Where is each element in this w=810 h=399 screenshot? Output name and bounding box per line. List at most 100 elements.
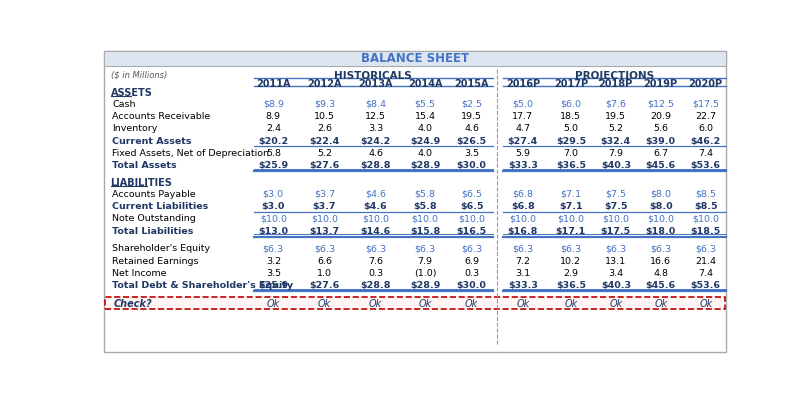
Text: $5.5: $5.5 — [415, 100, 436, 109]
Text: $40.3: $40.3 — [601, 281, 631, 290]
Text: 7.4: 7.4 — [698, 269, 714, 278]
Text: Accounts Receivable: Accounts Receivable — [112, 112, 211, 121]
Text: $18.0: $18.0 — [646, 227, 676, 236]
Text: 7.4: 7.4 — [698, 149, 714, 158]
Text: Ok: Ok — [609, 298, 622, 308]
Text: $8.5: $8.5 — [695, 190, 716, 199]
Text: 3.5: 3.5 — [266, 269, 281, 278]
Text: 21.4: 21.4 — [695, 257, 716, 266]
Text: Total Liabilities: Total Liabilities — [112, 227, 194, 236]
Text: $16.5: $16.5 — [457, 227, 487, 236]
Text: 2020P: 2020P — [688, 79, 723, 89]
Text: $6.3: $6.3 — [650, 244, 671, 253]
Text: Total Assets: Total Assets — [112, 161, 177, 170]
Text: 4.7: 4.7 — [515, 124, 531, 133]
Text: Ok: Ok — [465, 298, 479, 308]
Text: 2011A: 2011A — [256, 79, 291, 89]
Text: Ok: Ok — [318, 298, 331, 308]
Text: $8.4: $8.4 — [365, 100, 386, 109]
Text: $33.3: $33.3 — [508, 281, 538, 290]
Text: $3.7: $3.7 — [313, 202, 336, 211]
Text: $39.0: $39.0 — [646, 136, 676, 146]
Text: 22.7: 22.7 — [695, 112, 716, 121]
Text: $53.6: $53.6 — [691, 281, 721, 290]
Text: Ok: Ok — [699, 298, 712, 308]
Text: $7.5: $7.5 — [604, 202, 628, 211]
Text: 10.2: 10.2 — [561, 257, 582, 266]
Text: $6.3: $6.3 — [695, 244, 716, 253]
Text: 2013A: 2013A — [358, 79, 393, 89]
Text: $7.6: $7.6 — [605, 100, 626, 109]
Text: 20.9: 20.9 — [650, 112, 671, 121]
Text: 3.4: 3.4 — [608, 269, 624, 278]
Text: $2.5: $2.5 — [461, 100, 482, 109]
Text: $6.0: $6.0 — [561, 100, 582, 109]
Text: $8.5: $8.5 — [694, 202, 718, 211]
Text: $29.5: $29.5 — [556, 136, 586, 146]
Text: $17.5: $17.5 — [693, 100, 719, 109]
Text: Retained Earnings: Retained Earnings — [112, 257, 198, 266]
Text: 4.0: 4.0 — [418, 149, 433, 158]
Text: $7.1: $7.1 — [561, 190, 582, 199]
Text: $16.8: $16.8 — [508, 227, 538, 236]
Text: $22.4: $22.4 — [309, 136, 339, 146]
Text: $6.3: $6.3 — [461, 244, 482, 253]
Text: $3.0: $3.0 — [262, 190, 284, 199]
Text: $24.2: $24.2 — [360, 136, 390, 146]
Text: $14.6: $14.6 — [360, 227, 390, 236]
Text: 3.3: 3.3 — [368, 124, 383, 133]
Text: 2017P: 2017P — [554, 79, 588, 89]
Text: $7.1: $7.1 — [559, 202, 582, 211]
Text: 7.0: 7.0 — [564, 149, 578, 158]
Text: 15.4: 15.4 — [415, 112, 436, 121]
Text: Ok: Ok — [369, 298, 382, 308]
Text: 12.5: 12.5 — [365, 112, 386, 121]
Text: $10.0: $10.0 — [509, 214, 536, 223]
Text: Fixed Assets, Net of Depreciation: Fixed Assets, Net of Depreciation — [112, 149, 269, 158]
Text: $25.9: $25.9 — [258, 161, 288, 170]
Text: $6.8: $6.8 — [513, 190, 533, 199]
Text: Ok: Ok — [565, 298, 578, 308]
Text: $6.8: $6.8 — [511, 202, 535, 211]
Text: $25.9: $25.9 — [258, 281, 288, 290]
Text: $6.3: $6.3 — [365, 244, 386, 253]
Text: $45.6: $45.6 — [646, 161, 676, 170]
Text: 13.1: 13.1 — [605, 257, 626, 266]
Text: 3.1: 3.1 — [515, 269, 531, 278]
Text: $10.0: $10.0 — [603, 214, 629, 223]
Text: 5.9: 5.9 — [515, 149, 531, 158]
Text: 10.5: 10.5 — [314, 112, 335, 121]
Text: $3.0: $3.0 — [262, 202, 285, 211]
Text: 2018P: 2018P — [599, 79, 633, 89]
Text: $10.0: $10.0 — [311, 214, 338, 223]
Text: 4.0: 4.0 — [418, 124, 433, 133]
Text: $28.9: $28.9 — [410, 161, 441, 170]
Text: Total Debt & Shareholder's Equity: Total Debt & Shareholder's Equity — [112, 281, 293, 290]
Text: 4.6: 4.6 — [368, 149, 383, 158]
Text: 5.2: 5.2 — [608, 124, 624, 133]
Text: $32.4: $32.4 — [601, 136, 631, 146]
Text: $10.0: $10.0 — [557, 214, 584, 223]
Text: 0.3: 0.3 — [368, 269, 383, 278]
Text: 18.5: 18.5 — [561, 112, 582, 121]
Text: Inventory: Inventory — [112, 124, 157, 133]
Text: 3.5: 3.5 — [464, 149, 480, 158]
Text: $6.3: $6.3 — [415, 244, 436, 253]
Text: 2.4: 2.4 — [266, 124, 281, 133]
Text: $6.3: $6.3 — [605, 244, 626, 253]
Text: 17.7: 17.7 — [513, 112, 533, 121]
Text: 0.3: 0.3 — [464, 269, 480, 278]
Text: $20.2: $20.2 — [258, 136, 288, 146]
Text: 2015A: 2015A — [454, 79, 489, 89]
Text: $33.3: $33.3 — [508, 161, 538, 170]
Text: $4.6: $4.6 — [364, 202, 387, 211]
Text: $24.9: $24.9 — [410, 136, 441, 146]
Text: PROJECTIONS: PROJECTIONS — [575, 71, 654, 81]
Text: 19.5: 19.5 — [461, 112, 482, 121]
Text: (1.0): (1.0) — [414, 269, 437, 278]
FancyBboxPatch shape — [104, 51, 726, 65]
Text: HISTORICALS: HISTORICALS — [334, 71, 411, 81]
Text: $12.5: $12.5 — [647, 100, 674, 109]
Text: $46.2: $46.2 — [691, 136, 721, 146]
Text: $36.5: $36.5 — [556, 161, 586, 170]
